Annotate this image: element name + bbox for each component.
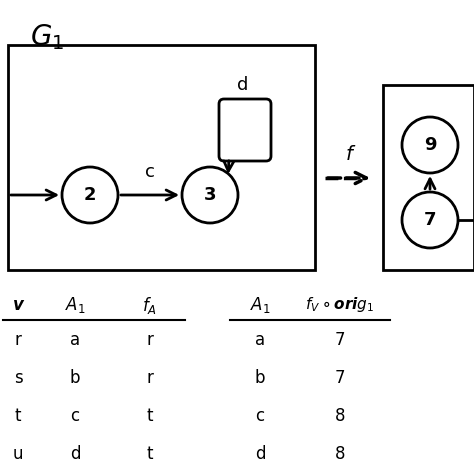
Circle shape <box>402 192 458 248</box>
Text: $\boldsymbol{f_V \circ orig_1}$: $\boldsymbol{f_V \circ orig_1}$ <box>305 295 374 315</box>
Text: d: d <box>255 445 265 463</box>
Text: b: b <box>255 369 265 387</box>
Text: d: d <box>237 76 249 94</box>
Text: r: r <box>15 331 21 349</box>
Text: a: a <box>255 331 265 349</box>
Circle shape <box>402 117 458 173</box>
Circle shape <box>182 167 238 223</box>
FancyBboxPatch shape <box>383 85 474 270</box>
Text: 3: 3 <box>204 186 216 204</box>
Text: 9: 9 <box>424 136 436 154</box>
Text: $\boldsymbol{f_A}$: $\boldsymbol{f_A}$ <box>143 294 157 316</box>
Text: c: c <box>255 407 264 425</box>
Text: b: b <box>70 369 80 387</box>
Text: t: t <box>147 407 153 425</box>
Text: 8: 8 <box>335 445 345 463</box>
Text: d: d <box>70 445 80 463</box>
Text: 7: 7 <box>424 211 436 229</box>
Text: c: c <box>71 407 80 425</box>
Circle shape <box>62 167 118 223</box>
Text: $G_1$: $G_1$ <box>30 22 64 52</box>
Text: u: u <box>13 445 23 463</box>
Text: 7: 7 <box>335 331 345 349</box>
Text: $\boldsymbol{A_1}$: $\boldsymbol{A_1}$ <box>64 295 85 315</box>
Text: a: a <box>70 331 80 349</box>
Text: s: s <box>14 369 22 387</box>
Text: r: r <box>146 369 154 387</box>
Text: t: t <box>15 407 21 425</box>
Text: t: t <box>147 445 153 463</box>
FancyBboxPatch shape <box>219 99 271 161</box>
FancyBboxPatch shape <box>8 45 315 270</box>
Text: r: r <box>146 331 154 349</box>
Text: $\boldsymbol{A_1}$: $\boldsymbol{A_1}$ <box>250 295 270 315</box>
Text: f: f <box>346 145 353 164</box>
Text: c: c <box>145 163 155 181</box>
Text: 2: 2 <box>84 186 96 204</box>
Text: v: v <box>13 296 23 314</box>
Text: 7: 7 <box>335 369 345 387</box>
Text: 8: 8 <box>335 407 345 425</box>
